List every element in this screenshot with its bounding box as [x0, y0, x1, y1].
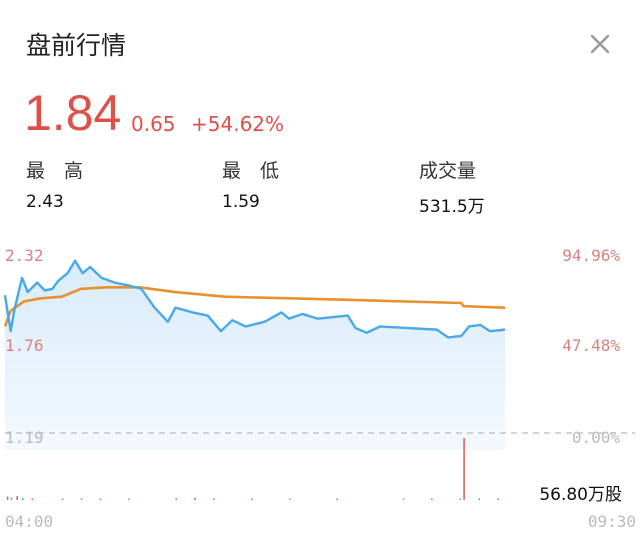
high-label: 最 高 — [26, 160, 84, 182]
volume-bar — [61, 498, 64, 500]
volume-bar — [10, 497, 13, 500]
volume-bar — [175, 498, 177, 500]
volume-bar — [194, 497, 196, 500]
volume-bar — [128, 498, 130, 500]
price-line — [3, 259, 506, 339]
volume-bar — [99, 498, 102, 500]
price-change: 0.65 — [131, 112, 176, 136]
volume-bar — [478, 498, 480, 500]
low-label: 最 低 — [222, 160, 280, 182]
y-tick-left-mid: 1.76 — [5, 336, 44, 355]
volume-bar — [31, 498, 34, 500]
volume-bar — [459, 498, 462, 500]
volume-bar — [80, 498, 83, 500]
volume-label: 成交量 — [419, 160, 477, 182]
volume-bar — [22, 497, 24, 500]
x-tick-start: 04:00 — [5, 512, 54, 531]
y-tick-right-high: 94.96% — [562, 246, 620, 265]
volume-bar — [16, 496, 18, 500]
price-area — [5, 260, 505, 450]
volume-bar — [336, 498, 338, 500]
x-tick-end: 09:30 — [587, 512, 636, 531]
price-change-percent: +54.62% — [191, 112, 285, 136]
y-tick-left-base: 1.19 — [5, 428, 44, 447]
volume-bar — [6, 496, 9, 500]
y-tick-right-base: 0.00% — [571, 428, 620, 447]
y-tick-right-mid: 47.48% — [562, 336, 620, 355]
volume-bar — [213, 498, 215, 500]
close-icon[interactable] — [586, 30, 614, 58]
page-title: 盘前行情 — [26, 31, 127, 60]
volume-value: 531.5万 — [419, 197, 485, 217]
volume-max-label: 56.80万股 — [539, 485, 622, 505]
low-value: 1.59 — [222, 192, 260, 212]
high-value: 2.43 — [26, 192, 64, 212]
current-price: 1.84 — [24, 85, 122, 141]
volume-bar — [431, 498, 433, 500]
y-tick-left-high: 2.32 — [5, 246, 44, 265]
volume-bar — [497, 498, 499, 500]
volume-bar — [463, 438, 465, 500]
volume-bar — [402, 498, 405, 500]
volume-bar — [289, 498, 291, 500]
volume-bar — [251, 498, 253, 500]
average-price-line — [3, 286, 506, 327]
